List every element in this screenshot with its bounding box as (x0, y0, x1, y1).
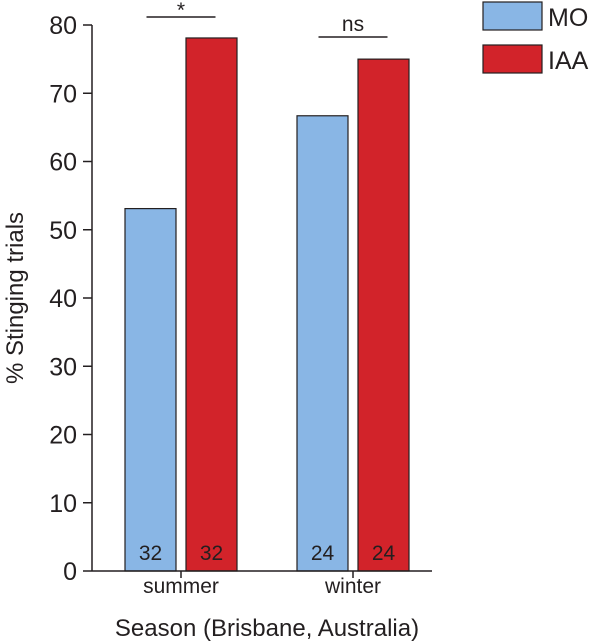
bar-n-label: 32 (200, 542, 223, 565)
significance-group: * ns (146, 0, 388, 38)
bars-group (124, 37, 410, 572)
x-axis-title: Season (Brisbane, Australia) (115, 615, 419, 642)
bar-labels-group: 32 32 24 24 (139, 542, 396, 565)
bar-iaa-summer (185, 37, 238, 572)
y-tick-label: 50 (49, 217, 77, 245)
x-tick-label: winter (324, 575, 381, 598)
bar-iaa-winter (357, 58, 410, 572)
y-tick-label: 10 (49, 490, 77, 518)
x-ticks-group: summer winter (143, 571, 381, 598)
x-tick-label: summer (143, 575, 219, 598)
bar-n-label: 24 (311, 542, 335, 565)
bar-n-label: 32 (139, 542, 162, 565)
legend-swatch-mo (482, 1, 543, 31)
legend: MO IAA (482, 1, 589, 75)
y-tick-label: 30 (49, 353, 77, 381)
significance-label: ns (342, 13, 364, 36)
y-ticks-group: 0 10 20 30 40 50 60 70 80 (49, 12, 92, 586)
legend-swatch-iaa (482, 44, 543, 74)
y-tick-label: 20 (49, 422, 77, 450)
bar-n-label: 24 (372, 542, 396, 565)
y-tick-label: 70 (49, 80, 77, 108)
y-tick-label: 60 (49, 149, 77, 177)
y-tick-label: 80 (49, 12, 77, 40)
significance-label: * (177, 0, 185, 22)
y-tick-label: 40 (49, 285, 77, 313)
y-axis-title: % Stinging trials (2, 212, 29, 384)
y-tick-label: 0 (63, 558, 77, 586)
bar-mo-winter (296, 115, 349, 572)
legend-label-mo: MO (548, 4, 588, 32)
bar-mo-summer (124, 207, 177, 572)
legend-label-iaa: IAA (548, 47, 589, 75)
